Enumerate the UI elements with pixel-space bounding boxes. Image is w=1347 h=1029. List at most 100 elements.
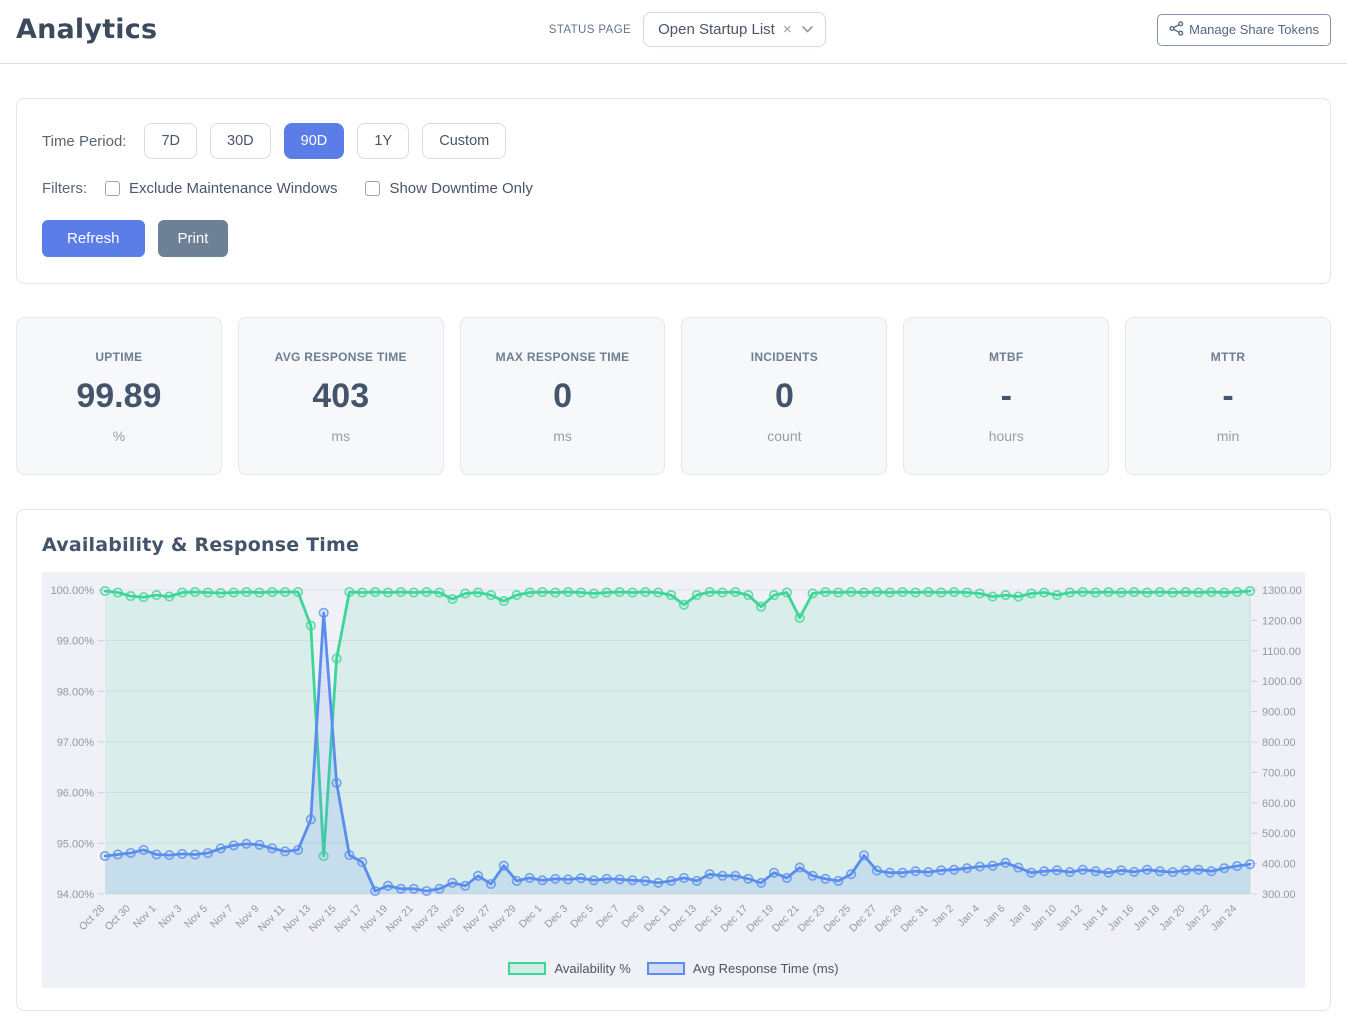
svg-text:Jan 14: Jan 14 (1080, 903, 1111, 934)
svg-text:Nov 1: Nov 1 (131, 903, 159, 931)
svg-text:96.00%: 96.00% (57, 788, 95, 800)
refresh-button[interactable]: Refresh (42, 220, 145, 257)
time-period-1y-button[interactable]: 1Y (357, 123, 410, 159)
show-downtime-label: Show Downtime Only (389, 180, 533, 197)
status-page-label: STATUS PAGE (548, 23, 632, 36)
show-downtime-checkbox[interactable] (365, 181, 381, 196)
legend-label-response-time: Avg Response Time (ms) (692, 961, 839, 976)
svg-text:Nov 23: Nov 23 (410, 903, 442, 935)
stat-value: 99.89 (76, 377, 162, 415)
svg-text:Dec 17: Dec 17 (718, 903, 750, 935)
filter-panel: Time Period: 7D 30D 90D 1Y Custom Filter… (16, 98, 1331, 284)
svg-text:Nov 11: Nov 11 (256, 903, 288, 935)
share-icon (1169, 20, 1184, 39)
chevron-down-icon[interactable] (801, 26, 813, 33)
svg-text:500.00: 500.00 (1262, 828, 1296, 840)
page-title: Analytics (16, 14, 158, 45)
legend-item-response-time: Avg Response Time (ms) (646, 961, 839, 976)
svg-text:Oct 30: Oct 30 (102, 903, 132, 933)
stat-label: AVG RESPONSE TIME (274, 350, 407, 364)
svg-text:Jan 22: Jan 22 (1183, 903, 1214, 934)
stat-unit: count (767, 428, 802, 444)
svg-text:Dec 31: Dec 31 (898, 903, 930, 935)
svg-text:Dec 5: Dec 5 (568, 903, 596, 931)
manage-share-tokens-button[interactable]: Manage Share Tokens (1157, 13, 1331, 46)
svg-text:Nov 27: Nov 27 (461, 903, 493, 935)
svg-text:Nov 13: Nov 13 (281, 903, 313, 935)
stat-unit: ms (331, 428, 351, 444)
svg-text:100.00%: 100.00% (51, 585, 95, 597)
stat-value: - (1000, 377, 1012, 415)
stat-label: MTBF (988, 350, 1024, 364)
svg-text:98.00%: 98.00% (57, 686, 95, 698)
stat-value: 403 (312, 377, 370, 415)
svg-text:1100.00: 1100.00 (1262, 646, 1301, 658)
exclude-maintenance-checkbox-group[interactable]: Exclude Maintenance Windows (105, 180, 337, 197)
svg-text:Dec 21: Dec 21 (770, 903, 802, 935)
svg-text:Nov 17: Nov 17 (332, 903, 364, 935)
legend-item-availability: Availability % (508, 961, 631, 976)
svg-text:Nov 15: Nov 15 (307, 903, 339, 935)
print-button[interactable]: Print (157, 220, 229, 257)
svg-text:Oct 28: Oct 28 (77, 903, 107, 933)
svg-text:Jan 2: Jan 2 (930, 903, 957, 930)
svg-text:Jan 4: Jan 4 (955, 903, 982, 930)
svg-text:Jan 16: Jan 16 (1106, 903, 1137, 934)
status-page-picker: STATUS PAGE Open Startup List × (489, 12, 826, 47)
svg-text:Nov 5: Nov 5 (182, 903, 210, 931)
chart-legend: Availability % Avg Response Time (ms) (42, 957, 1305, 978)
clear-selection-icon[interactable]: × (782, 21, 792, 38)
svg-text:Jan 10: Jan 10 (1028, 903, 1059, 934)
stat-card-avg-response-time: AVG RESPONSE TIME 403 ms (237, 317, 444, 475)
stat-card-incidents: INCIDENTS 0 count (681, 317, 888, 475)
svg-text:900.00: 900.00 (1262, 707, 1296, 719)
show-downtime-checkbox-group[interactable]: Show Downtime Only (365, 180, 533, 197)
svg-text:Nov 3: Nov 3 (156, 903, 184, 931)
svg-text:Nov 7: Nov 7 (208, 903, 236, 931)
time-period-7d-button[interactable]: 7D (144, 123, 198, 159)
svg-text:Jan 18: Jan 18 (1131, 903, 1162, 934)
stat-value: 0 (553, 377, 573, 415)
svg-text:Dec 23: Dec 23 (796, 903, 828, 935)
status-page-select[interactable]: Open Startup List × (643, 12, 826, 47)
svg-text:99.00%: 99.00% (57, 636, 95, 648)
time-period-30d-button[interactable]: 30D (210, 123, 271, 159)
svg-text:400.00: 400.00 (1262, 859, 1296, 871)
svg-text:Dec 27: Dec 27 (847, 903, 879, 935)
svg-text:Dec 15: Dec 15 (693, 903, 725, 935)
manage-share-tokens-label: Manage Share Tokens (1189, 22, 1319, 37)
stat-unit: % (112, 428, 126, 444)
svg-text:Nov 25: Nov 25 (435, 903, 467, 935)
chart-card: Availability & Response Time 94.00% 95.00… (16, 509, 1331, 1011)
filters-row: Filters: Exclude Maintenance Windows Sho… (42, 180, 1305, 197)
svg-text:700.00: 700.00 (1262, 767, 1296, 779)
time-period-custom-button[interactable]: Custom (422, 123, 507, 159)
svg-text:Jan 6: Jan 6 (981, 903, 1008, 930)
stat-card-mtbf: MTBF - hours (903, 317, 1110, 475)
chart-title: Availability & Response Time (42, 534, 360, 556)
svg-text:Jan 20: Jan 20 (1157, 903, 1188, 934)
availability-response-chart: 94.00% 95.00% 96.00% 97.00% 98.00% 99.00% 100.… (42, 572, 1305, 988)
stats-row: UPTIME 99.89 % AVG RESPONSE TIME 403 ms … (16, 317, 1331, 475)
svg-text:Dec 7: Dec 7 (594, 903, 622, 931)
time-period-90d-button[interactable]: 90D (283, 123, 345, 159)
chart-plot: 94.00% 95.00% 96.00% 97.00% 98.00% 99.00% 100.… (51, 585, 1302, 935)
svg-text:95.00%: 95.00% (57, 838, 95, 850)
stat-label: INCIDENTS (750, 350, 819, 364)
status-page-selected-value: Open Startup List (658, 21, 775, 38)
stat-label: UPTIME (95, 350, 143, 364)
svg-text:800.00: 800.00 (1262, 737, 1296, 749)
stat-unit: ms (553, 428, 572, 444)
stat-value: - (1222, 377, 1234, 415)
svg-text:1200.00: 1200.00 (1262, 615, 1302, 627)
stat-card-max-response-time: MAX RESPONSE TIME 0 ms (459, 317, 666, 475)
time-period-label: Time Period: (42, 132, 127, 150)
svg-text:1300.00: 1300.00 (1262, 585, 1302, 597)
stat-card-mttr: MTTR - min (1125, 317, 1331, 475)
availability-swatch (508, 962, 547, 975)
exclude-maintenance-checkbox[interactable] (105, 181, 120, 196)
stat-unit: min (1216, 428, 1240, 444)
svg-text:Nov 29: Nov 29 (487, 903, 519, 935)
svg-text:Dec 13: Dec 13 (667, 903, 699, 935)
svg-text:97.00%: 97.00% (57, 737, 95, 749)
